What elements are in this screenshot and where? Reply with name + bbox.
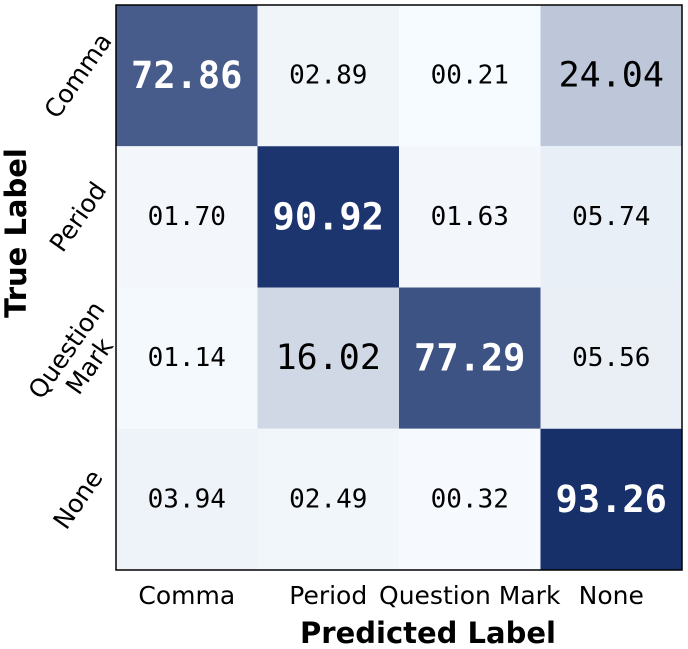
heatmap-cell: [257, 146, 399, 288]
heatmap-cell: [257, 5, 399, 147]
heatmap-cell: [116, 287, 258, 429]
heatmap-cell: [540, 5, 682, 147]
heatmap-cell: [399, 5, 541, 147]
y-tick-label-line: Period: [44, 177, 112, 258]
heatmap-cell: [257, 428, 399, 570]
y-tick-label-line: None: [47, 464, 108, 534]
cell-value-label: 02.49: [289, 484, 367, 514]
heatmap-cell: [116, 428, 258, 570]
heatmap-cell: [399, 428, 541, 570]
cell-value-label: 77.29: [414, 337, 525, 380]
heatmap-cell: [399, 287, 541, 429]
cell-value-label: 24.04: [559, 56, 664, 96]
x-tick-label: Comma: [138, 581, 235, 610]
y-tick-label: Period: [44, 177, 112, 258]
heatmap-cell: [257, 287, 399, 429]
cell-value-label: 01.14: [148, 343, 226, 373]
x-tick-label: Question Mark: [379, 581, 561, 610]
heatmap-cell: [540, 287, 682, 429]
heatmap-cell: [116, 5, 258, 147]
x-axis-title: Predicted Label: [300, 616, 556, 649]
cell-value-label: 01.63: [431, 202, 509, 232]
cell-value-label: 93.26: [556, 478, 667, 521]
heatmap-cells: 72.86 02.89 00.21 24.04 01.70 90.92 01.63 05.74…: [116, 5, 682, 570]
plot-frame: [115, 4, 683, 571]
x-tick-label: Period: [289, 581, 367, 610]
x-tick-label: None: [579, 581, 644, 610]
heatmap-cell: [540, 428, 682, 570]
cell-value-label: 05.56: [572, 343, 650, 373]
y-tick-label-line: Comma: [38, 28, 117, 124]
cell-value-label: 05.74: [572, 202, 650, 232]
cell-value-label: 72.86: [131, 54, 242, 97]
y-axis-title: True Label: [0, 148, 33, 318]
cell-value-label: 02.89: [289, 61, 367, 91]
heatmap-cell: [540, 146, 682, 288]
cell-value-label: 00.21: [431, 61, 509, 91]
x-tick-labels: Comma Period Question Mark None: [138, 581, 644, 610]
heatmap-cell: [116, 146, 258, 288]
cell-value-label: 01.70: [148, 202, 226, 232]
cell-value-label: 16.02: [276, 338, 381, 378]
y-tick-label: Comma: [38, 28, 117, 124]
cell-value-label: 90.92: [273, 195, 384, 238]
cell-value-label: 03.94: [148, 484, 226, 514]
y-tick-label: None: [47, 464, 108, 534]
cell-value-label: 00.32: [431, 484, 509, 514]
heatmap-cell: [399, 146, 541, 288]
